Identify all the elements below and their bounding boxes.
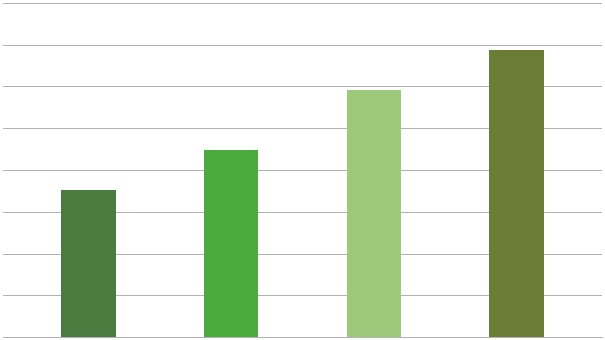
Bar [489, 50, 544, 337]
Bar [347, 90, 401, 337]
Bar [61, 190, 116, 337]
Bar [204, 150, 258, 337]
